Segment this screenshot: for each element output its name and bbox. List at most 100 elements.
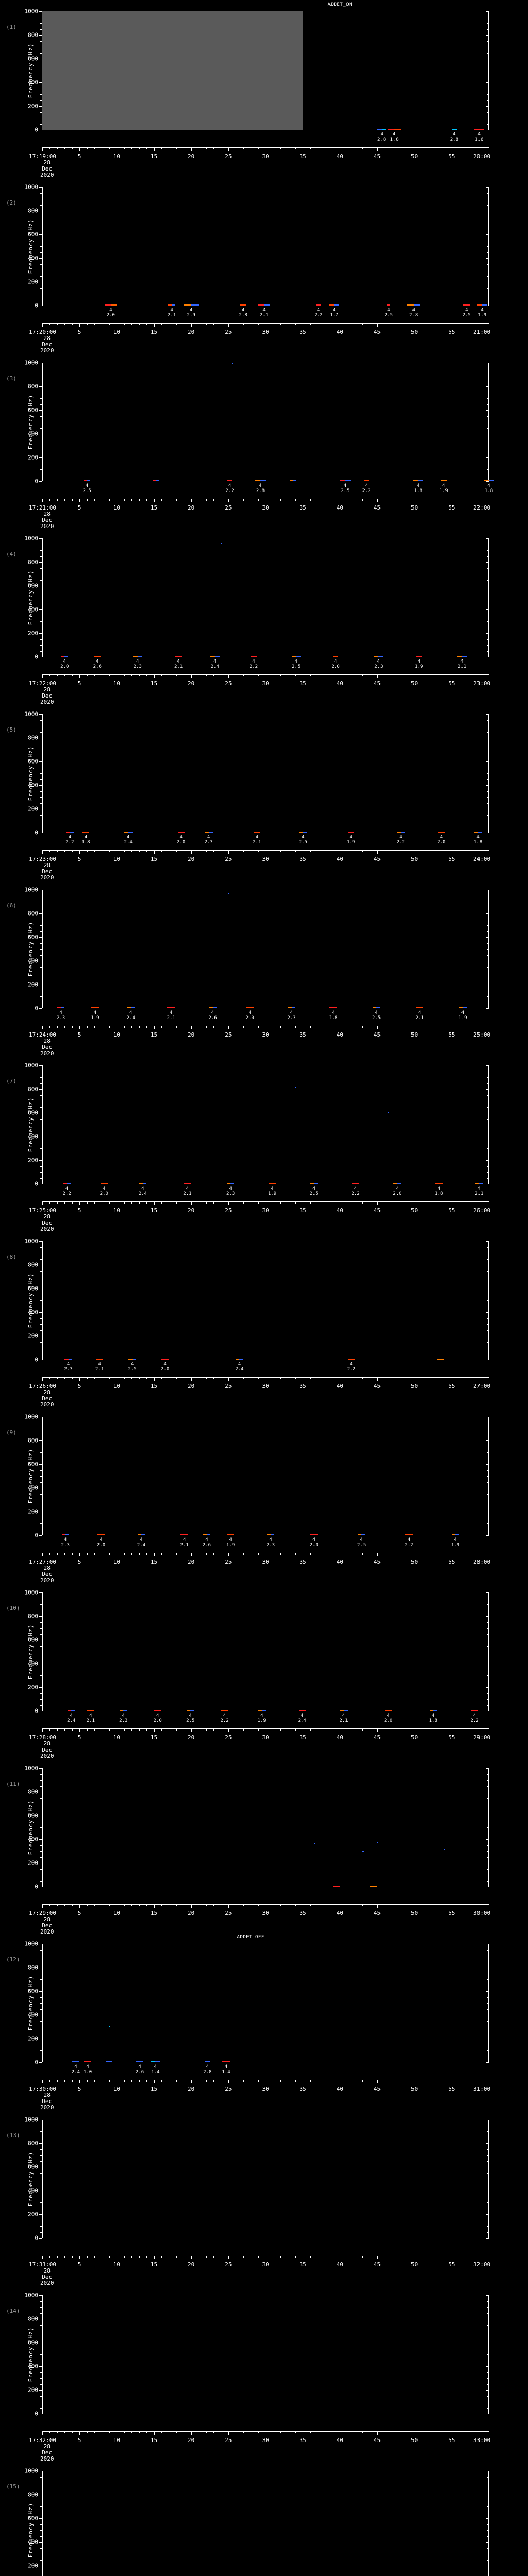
detection-marker[interactable] bbox=[184, 304, 199, 306]
detection-marker[interactable] bbox=[97, 1534, 105, 1536]
detection-marker[interactable] bbox=[315, 304, 322, 306]
detection-marker[interactable] bbox=[203, 1534, 211, 1536]
detection-marker[interactable] bbox=[87, 1710, 95, 1711]
detection-marker[interactable] bbox=[474, 129, 485, 130]
detection-marker[interactable] bbox=[227, 480, 233, 482]
detection-marker[interactable] bbox=[407, 304, 421, 306]
detection-marker[interactable] bbox=[370, 1886, 377, 1887]
detection-marker[interactable] bbox=[340, 480, 351, 482]
detection-marker[interactable] bbox=[483, 480, 494, 482]
detection-marker[interactable] bbox=[258, 304, 270, 306]
detection-marker[interactable] bbox=[436, 1359, 444, 1360]
detection-marker[interactable] bbox=[68, 1710, 75, 1711]
detection-marker[interactable] bbox=[100, 1183, 108, 1184]
detection-marker[interactable] bbox=[177, 832, 185, 833]
detection-marker[interactable] bbox=[222, 2061, 230, 2063]
detection-marker[interactable] bbox=[251, 656, 257, 657]
detection-marker[interactable] bbox=[387, 129, 401, 130]
detection-marker[interactable] bbox=[167, 1007, 175, 1009]
detection-marker[interactable] bbox=[332, 656, 339, 657]
detection-marker[interactable] bbox=[268, 1183, 276, 1184]
detection-marker[interactable] bbox=[128, 1359, 136, 1360]
detection-marker[interactable] bbox=[328, 304, 339, 306]
detection-marker[interactable] bbox=[84, 2061, 92, 2063]
detection-marker[interactable] bbox=[352, 1183, 359, 1184]
detection-marker[interactable] bbox=[226, 1183, 235, 1184]
detection-marker[interactable] bbox=[298, 1710, 306, 1711]
detection-marker[interactable] bbox=[364, 480, 369, 482]
detection-marker[interactable] bbox=[226, 1534, 235, 1536]
detection-marker[interactable] bbox=[377, 129, 386, 130]
detection-marker[interactable] bbox=[459, 1007, 467, 1009]
detection-marker[interactable] bbox=[357, 1534, 366, 1536]
detection-marker[interactable] bbox=[463, 304, 470, 306]
detection-marker[interactable] bbox=[299, 832, 307, 833]
detection-marker[interactable] bbox=[435, 1183, 443, 1184]
detection-marker[interactable] bbox=[187, 1710, 194, 1711]
detection-marker[interactable] bbox=[136, 2061, 144, 2063]
detection-marker[interactable] bbox=[374, 656, 384, 657]
detection-marker[interactable] bbox=[204, 2061, 211, 2063]
detection-marker[interactable] bbox=[329, 1007, 337, 1009]
detection-marker[interactable] bbox=[94, 656, 101, 657]
detection-marker[interactable] bbox=[471, 1710, 478, 1711]
detection-marker[interactable] bbox=[168, 304, 176, 306]
detection-marker[interactable] bbox=[204, 832, 213, 833]
detection-marker[interactable] bbox=[133, 656, 142, 657]
detection-marker[interactable] bbox=[332, 1886, 340, 1887]
detection-marker[interactable] bbox=[291, 656, 301, 657]
detection-marker[interactable] bbox=[267, 1534, 275, 1536]
detection-marker[interactable] bbox=[151, 2061, 160, 2063]
detection-marker[interactable] bbox=[161, 1359, 169, 1360]
detection-marker[interactable] bbox=[253, 832, 260, 833]
detection-marker[interactable] bbox=[387, 304, 391, 306]
detection-marker[interactable] bbox=[105, 304, 117, 306]
detection-marker[interactable] bbox=[438, 832, 445, 833]
detection-marker[interactable] bbox=[384, 1710, 392, 1711]
detection-marker[interactable] bbox=[153, 480, 159, 482]
detection-marker[interactable] bbox=[475, 1183, 483, 1184]
detection-marker[interactable] bbox=[209, 1007, 217, 1009]
detection-marker[interactable] bbox=[246, 1007, 254, 1009]
detection-marker[interactable] bbox=[180, 1534, 188, 1536]
detection-marker[interactable] bbox=[457, 656, 467, 657]
detection-marker[interactable] bbox=[210, 656, 220, 657]
detection-marker[interactable] bbox=[310, 1534, 318, 1536]
detection-marker[interactable] bbox=[64, 1359, 72, 1360]
detection-marker[interactable] bbox=[154, 1710, 161, 1711]
detection-marker[interactable] bbox=[474, 832, 482, 833]
detection-marker[interactable] bbox=[412, 480, 423, 482]
detection-marker[interactable] bbox=[57, 1007, 65, 1009]
detection-marker[interactable] bbox=[120, 1710, 127, 1711]
detection-marker[interactable] bbox=[393, 1183, 401, 1184]
detection-marker[interactable] bbox=[451, 129, 457, 130]
detection-marker[interactable] bbox=[347, 832, 354, 833]
detection-marker[interactable] bbox=[372, 1007, 381, 1009]
detection-marker[interactable] bbox=[139, 1183, 147, 1184]
detection-marker[interactable] bbox=[416, 656, 422, 657]
detection-marker[interactable] bbox=[95, 1359, 104, 1360]
detection-marker[interactable] bbox=[91, 1007, 99, 1009]
detection-marker[interactable] bbox=[429, 1710, 437, 1711]
detection-marker[interactable] bbox=[240, 304, 246, 306]
detection-marker[interactable] bbox=[255, 480, 266, 482]
detection-marker[interactable] bbox=[174, 656, 183, 657]
detection-marker[interactable] bbox=[221, 1710, 228, 1711]
detection-marker[interactable] bbox=[288, 1007, 295, 1009]
detection-marker[interactable] bbox=[397, 832, 405, 833]
detection-marker[interactable] bbox=[127, 1007, 135, 1009]
detection-marker[interactable] bbox=[310, 1183, 318, 1184]
detection-marker[interactable] bbox=[236, 1359, 243, 1360]
detection-marker[interactable] bbox=[290, 480, 296, 482]
detection-marker[interactable] bbox=[258, 1710, 266, 1711]
detection-marker[interactable] bbox=[82, 832, 89, 833]
detection-marker[interactable] bbox=[106, 2061, 112, 2063]
detection-marker[interactable] bbox=[441, 480, 447, 482]
detection-marker[interactable] bbox=[347, 1359, 355, 1360]
detection-marker[interactable] bbox=[63, 1183, 71, 1184]
detection-marker[interactable] bbox=[61, 1534, 69, 1536]
detection-marker[interactable] bbox=[124, 832, 133, 833]
detection-marker[interactable] bbox=[476, 304, 488, 306]
detection-marker[interactable] bbox=[84, 480, 90, 482]
detection-marker[interactable] bbox=[61, 656, 69, 657]
